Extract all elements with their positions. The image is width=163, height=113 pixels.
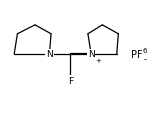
- Text: N: N: [88, 50, 95, 59]
- Text: PF: PF: [131, 49, 143, 59]
- Text: -: -: [143, 55, 146, 64]
- Text: 6: 6: [142, 47, 147, 53]
- Text: F: F: [68, 76, 73, 85]
- Text: +: +: [95, 58, 101, 64]
- Text: N: N: [46, 50, 53, 59]
